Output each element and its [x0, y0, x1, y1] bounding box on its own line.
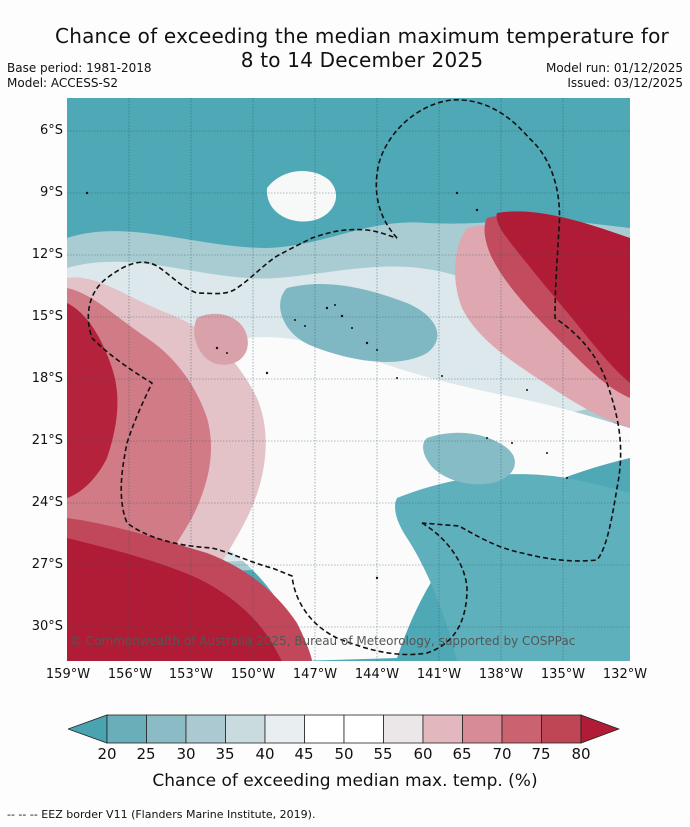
lat-label: 6°S — [39, 123, 63, 138]
map-panel[interactable]: © Commonwealth of Australia 2025, Bureau… — [67, 98, 630, 661]
lon-label: 138°W — [478, 667, 524, 682]
colorbar-tick: 60 — [413, 745, 433, 763]
title-line-1: Chance of exceeding the median maximum t… — [55, 24, 669, 48]
colorbar-label: Chance of exceeding median max. temp. (%… — [152, 771, 538, 791]
model-run: Model run: 01/12/2025 — [545, 61, 683, 75]
lat-label: 21°S — [31, 433, 63, 448]
lon-label: 141°W — [416, 667, 462, 682]
colorbar — [68, 714, 620, 744]
copyright-notice: © Commonwealth of Australia 2025, Bureau… — [70, 634, 576, 648]
colorbar-cell — [462, 714, 503, 744]
colorbar-cell — [343, 714, 384, 744]
lon-label: 156°W — [107, 667, 153, 682]
teal-patch-center — [280, 283, 438, 362]
colorbar-tick: 70 — [492, 745, 512, 763]
colorbar-tick: 45 — [294, 745, 314, 763]
graticule — [67, 98, 630, 661]
colorbar-cell — [422, 714, 463, 744]
colorbar-ticks: 20 25 30 35 40 45 50 55 60 65 70 75 80 — [0, 745, 690, 765]
model-name: Model: ACCESS-S2 — [7, 76, 119, 90]
colorbar-tick: 65 — [452, 745, 472, 763]
colorbar-tick: 30 — [176, 745, 196, 763]
chart-title: Chance of exceeding the median maximum t… — [40, 24, 684, 72]
issued-date: Issued: 03/12/2025 — [567, 76, 683, 90]
lat-label: 15°S — [31, 309, 63, 324]
title-line-2: 8 to 14 December 2025 — [240, 48, 484, 72]
lat-label: 18°S — [31, 371, 63, 386]
colorbar-cell — [383, 714, 424, 744]
lat-label: 27°S — [31, 557, 63, 572]
colorbar-tick: 25 — [136, 745, 156, 763]
lon-label: 159°W — [45, 667, 91, 682]
meta-left: Base period: 1981-2018 Model: ACCESS-S2 — [7, 61, 152, 91]
colorbar-cell — [264, 714, 305, 744]
warm-dark-west — [67, 303, 118, 498]
colorbar-cell — [146, 714, 187, 744]
colorbar-cell — [225, 714, 266, 744]
colorbar-tick: 55 — [373, 745, 393, 763]
teal-patch-east — [423, 432, 515, 485]
colorbar-tick: 75 — [531, 745, 551, 763]
colorbar-cell — [304, 714, 345, 744]
colorbar-extend-low — [68, 714, 108, 744]
warm-dark-southwest — [67, 538, 282, 661]
colorbar-cell — [501, 714, 542, 744]
lat-label: 9°S — [39, 185, 63, 200]
lon-label: 144°W — [354, 667, 400, 682]
white-spot-north — [266, 170, 337, 222]
lon-label: 132°W — [602, 667, 648, 682]
teal-patch-southeast — [395, 474, 630, 661]
colorbar-extend-high — [580, 714, 620, 744]
lon-label: 147°W — [292, 667, 338, 682]
eez-borders — [87, 99, 622, 656]
pink-spot-west — [194, 313, 248, 365]
colorbar-tick: 35 — [215, 745, 235, 763]
lon-label: 150°W — [230, 667, 276, 682]
probability-map — [67, 98, 630, 661]
colorbar-tick: 50 — [334, 745, 354, 763]
colorbar-tick: 80 — [571, 745, 591, 763]
colorbar-cell — [106, 714, 147, 744]
colorbar-cell — [185, 714, 226, 744]
lat-label: 24°S — [31, 495, 63, 510]
islands — [85, 191, 568, 580]
lat-label: 30°S — [31, 619, 63, 634]
base-period: Base period: 1981-2018 — [7, 61, 152, 75]
lon-label: 153°W — [168, 667, 214, 682]
colorbar-tick: 20 — [97, 745, 117, 763]
lon-label: 135°W — [540, 667, 586, 682]
eez-legend-note: -- -- -- EEZ border V11 (Flanders Marine… — [7, 808, 316, 821]
lat-label: 12°S — [31, 247, 63, 262]
colorbar-tick: 40 — [255, 745, 275, 763]
colorbar-cell — [541, 714, 582, 744]
meta-right: Model run: 01/12/2025 Issued: 03/12/2025 — [546, 61, 683, 91]
